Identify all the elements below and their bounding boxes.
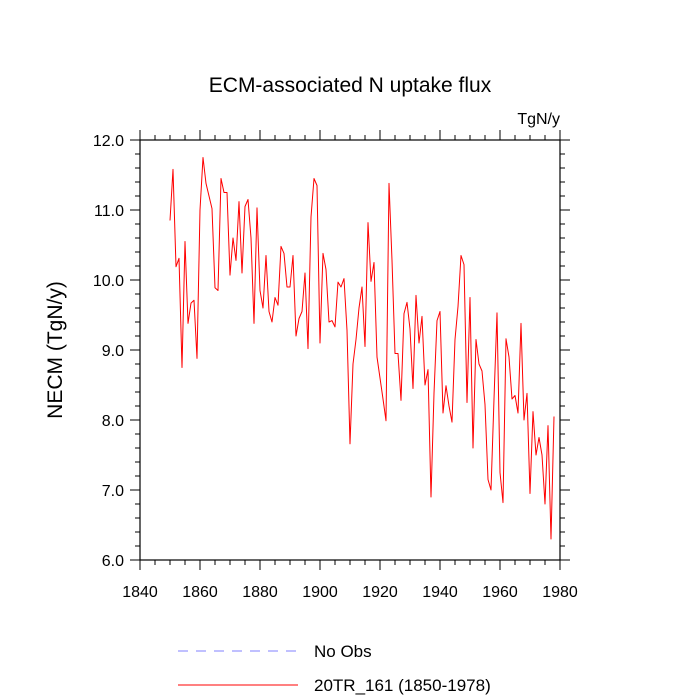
plot-frame xyxy=(139,139,561,561)
y-tick-label: 8.0 xyxy=(102,413,124,430)
legend-label-no-obs: No Obs xyxy=(314,642,372,661)
legend: No Obs 20TR_161 (1850-1978) xyxy=(178,642,491,695)
x-tick-label: 1960 xyxy=(482,584,518,601)
x-tick-label: 1940 xyxy=(422,584,458,601)
y-axis-label: NECM (TgN/y) xyxy=(44,281,67,419)
x-tick-label: 1980 xyxy=(542,584,578,601)
y-tick-label: 11.0 xyxy=(94,203,124,220)
x-tick-label: 1880 xyxy=(242,584,278,601)
series-line-20tr-161-1850-1978 xyxy=(169,157,555,540)
y-tick-label: 7.0 xyxy=(102,483,124,500)
x-axis-ticks: 1840 1860 1880 1900 1920 1940 1960 1980 xyxy=(122,130,578,601)
y-tick-label: 12.0 xyxy=(93,133,124,150)
y-tick-label: 9.0 xyxy=(102,343,124,360)
y-tick-label: 10.0 xyxy=(93,273,124,290)
x-tick-label: 1900 xyxy=(302,584,338,601)
x-tick-label: 1840 xyxy=(122,584,158,601)
units-label: TgN/y xyxy=(517,111,560,128)
x-tick-label: 1860 xyxy=(182,584,218,601)
x-tick-label: 1920 xyxy=(362,584,398,601)
y-axis-ticks: 6.0 7.0 8.0 9.0 10.0 11.0 12.0 xyxy=(93,133,570,570)
legend-label-20tr-161: 20TR_161 (1850-1978) xyxy=(314,676,491,695)
y-tick-label: 6.0 xyxy=(102,553,124,570)
series-group xyxy=(169,157,555,540)
chart-title: ECM-associated N uptake flux xyxy=(209,74,492,97)
